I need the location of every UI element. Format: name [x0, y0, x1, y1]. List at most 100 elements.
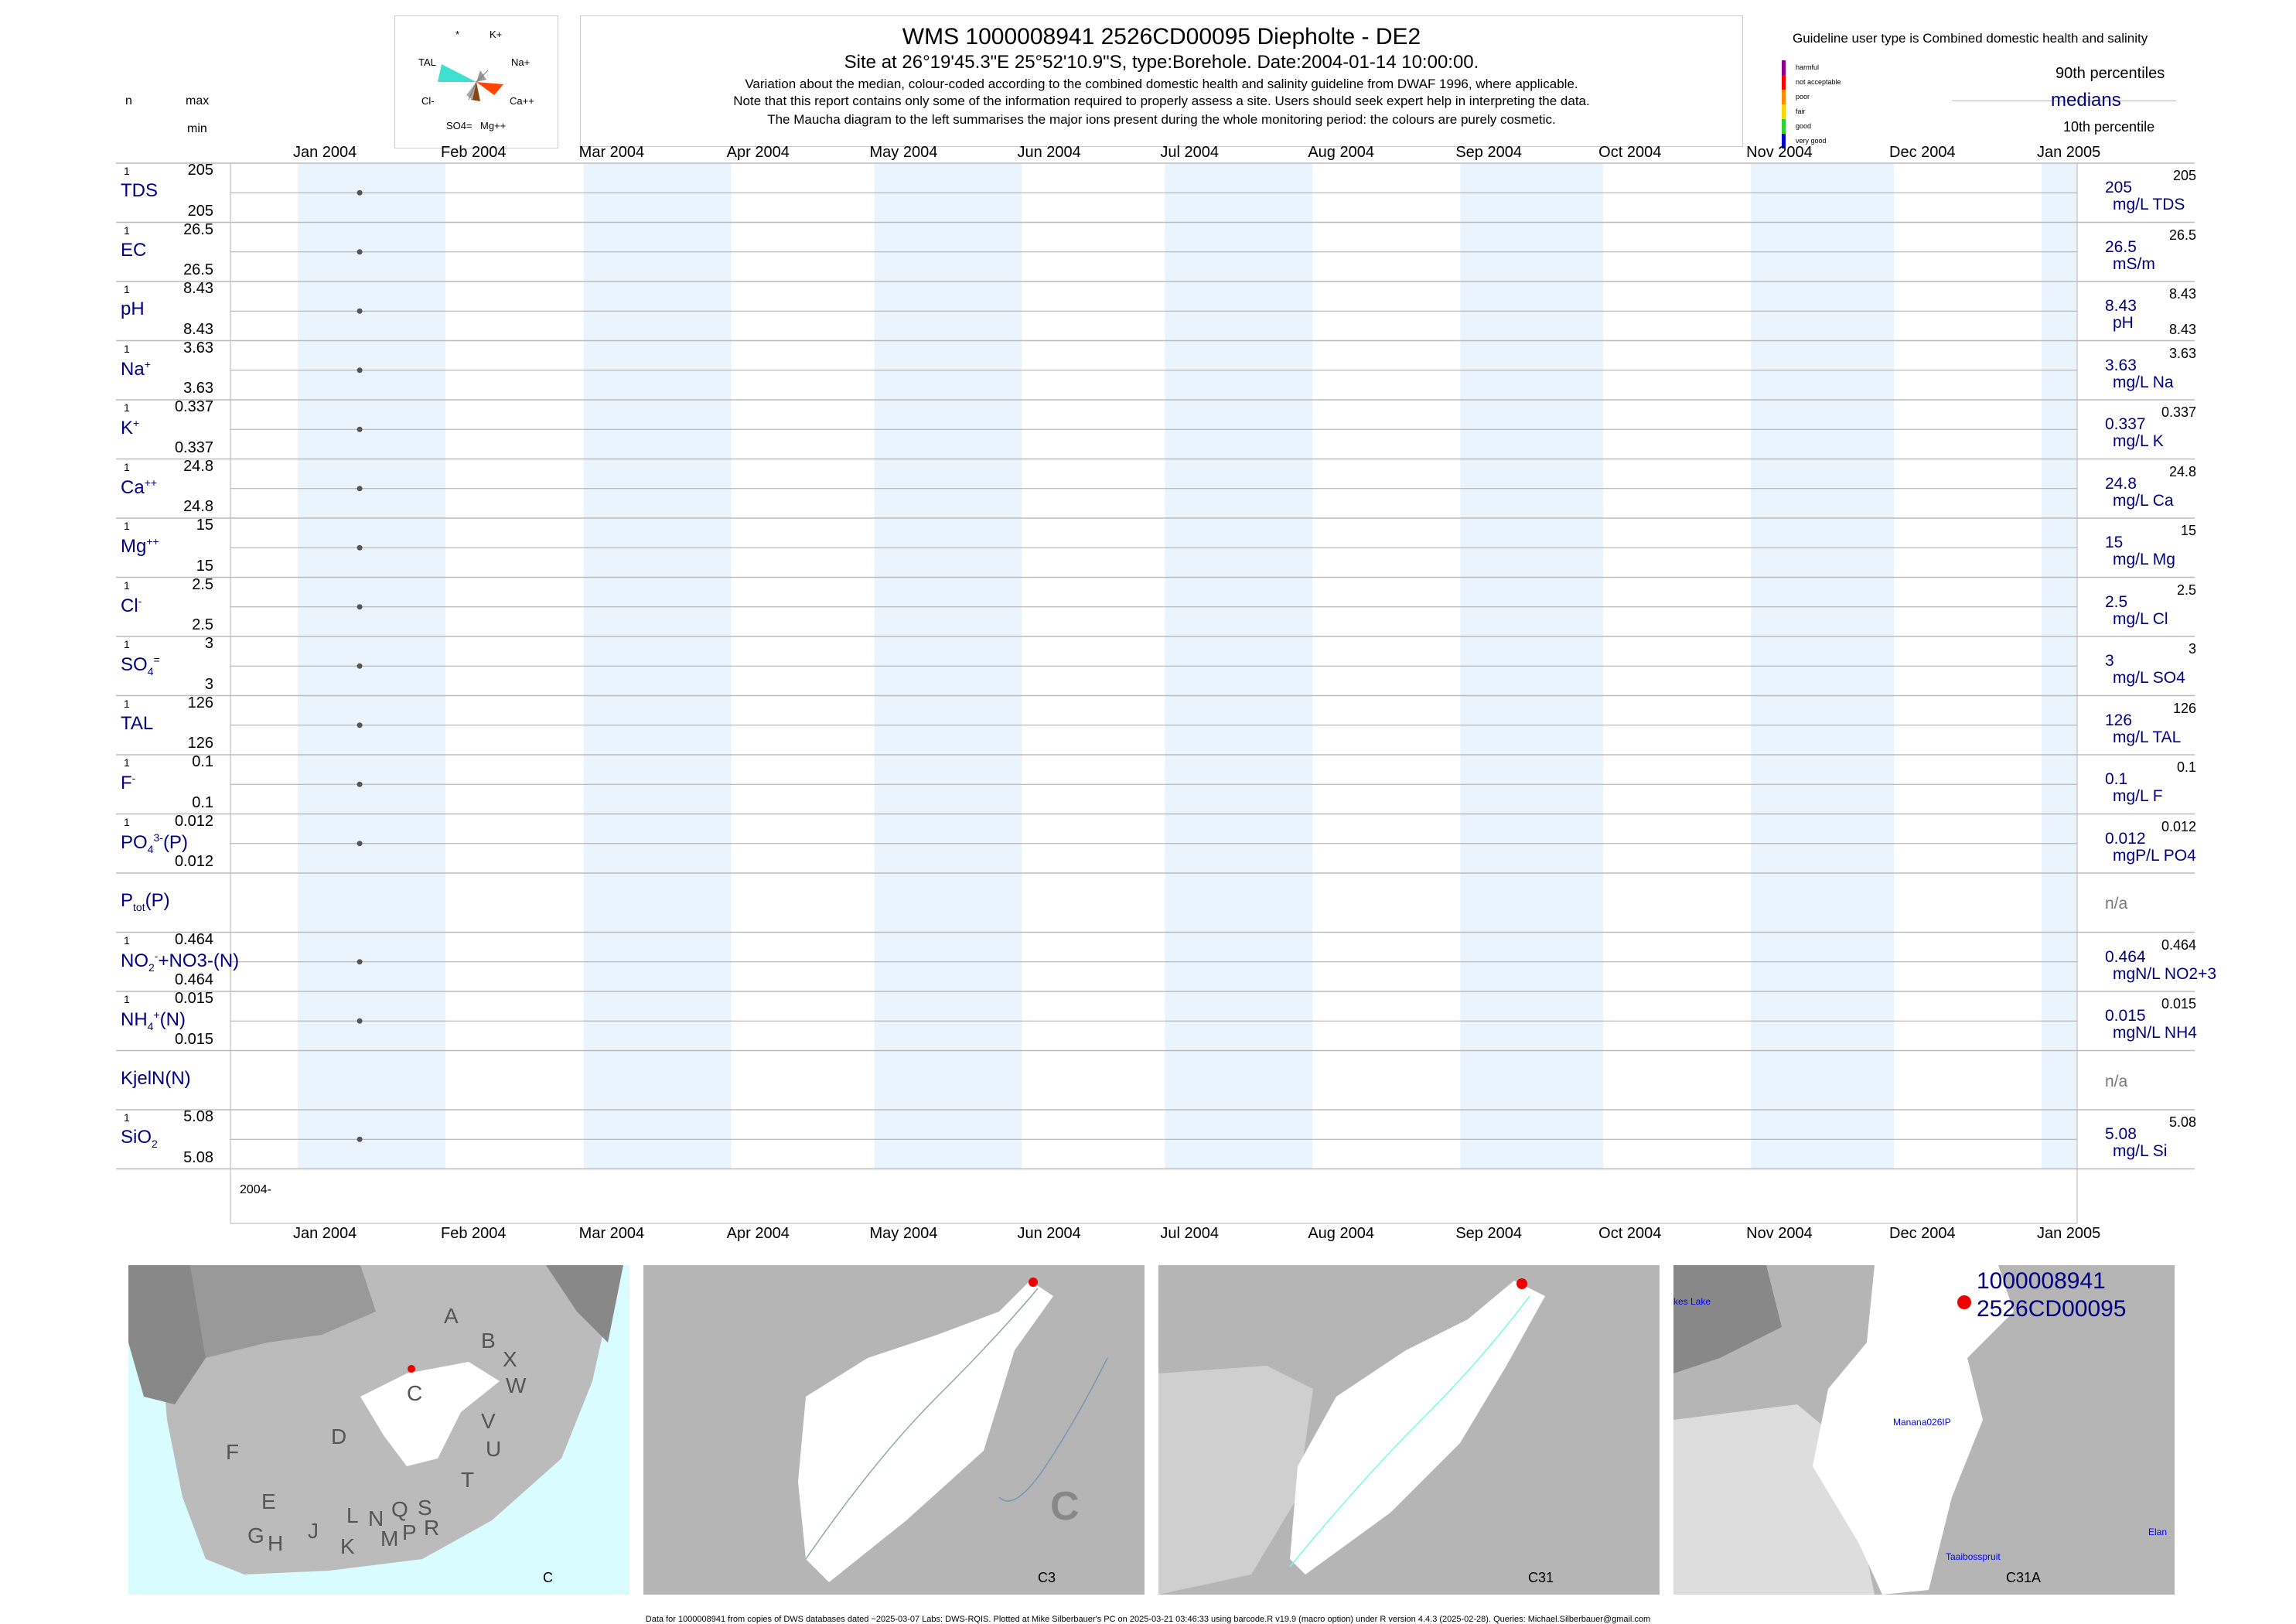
row-label-name: pH — [121, 299, 145, 319]
month-tick-label: Aug 2004 — [1308, 144, 1374, 161]
data-point — [357, 841, 363, 847]
row-label-sup: = — [153, 653, 160, 666]
month-tick-label: Jun 2004 — [1017, 144, 1081, 161]
row-median: 0.012 — [2105, 829, 2146, 848]
month-tick-label: Nov 2004 — [1746, 144, 1813, 161]
row-min: 26.5 — [183, 261, 213, 278]
maucha-segment-mg — [471, 82, 480, 101]
map-region-label: B — [481, 1329, 496, 1353]
month-tick-label: Nov 2004 — [1746, 1225, 1813, 1242]
month-tick-label: Dec 2004 — [1889, 144, 1956, 161]
row-label-name: TDS — [121, 180, 158, 201]
row-right-max: 0.464 — [2161, 937, 2196, 953]
row-unit: mgN/L NO2+3 — [2113, 964, 2217, 983]
row-median: 3 — [2105, 652, 2114, 670]
row-label: SO4= — [121, 653, 160, 677]
place-label: kes Lake — [1673, 1296, 1711, 1307]
map-region-label: J — [308, 1519, 319, 1543]
data-point — [357, 604, 363, 610]
month-tick-label: Sep 2004 — [1455, 1225, 1522, 1242]
title-box: WMS 1000008941 2526CD00095 Diepholte - D… — [580, 15, 1743, 147]
maucha-label: Na+ — [511, 56, 530, 68]
legend-color-swatch — [1782, 75, 1786, 90]
legend-category: good — [1796, 122, 1812, 130]
map-region-label: Q — [391, 1497, 408, 1521]
legend-category: harmful — [1796, 63, 1820, 71]
data-point — [357, 189, 363, 196]
maucha-diagram: * K+ Na+ Ca++ Mg++ SO4= Cl- TAL — [394, 15, 558, 148]
map4-site-code: 2526CD00095 — [1977, 1296, 2127, 1322]
maucha-label: TAL — [418, 56, 436, 68]
row-right-max: 0.337 — [2161, 404, 2196, 420]
row-label-name: PO — [121, 831, 148, 853]
botswana — [190, 1265, 376, 1358]
row-n: 1 — [124, 815, 130, 828]
row-label-sub: 4 — [147, 1019, 154, 1032]
legend-title: Guideline user type is Combined domestic… — [1793, 31, 2148, 46]
row-median: 0.015 — [2105, 1007, 2146, 1025]
row-label-suffix: (P) — [162, 831, 188, 853]
row-label-name: EC — [121, 239, 147, 261]
row-unit: mg/L TDS — [2113, 196, 2185, 213]
row-label-name: SO — [121, 654, 148, 675]
row-label-suffix: (N) — [159, 1009, 186, 1030]
row-right-max: 0.1 — [2176, 759, 2196, 775]
legend-p10: 10th percentile — [2063, 119, 2155, 135]
row-n: 1 — [124, 638, 130, 650]
row-max: 0.464 — [174, 930, 213, 948]
row-label-suffix: +NO3-(N) — [158, 950, 240, 971]
maucha-segment-ca — [476, 82, 503, 95]
row-label: Mg++ — [121, 535, 159, 558]
map-region-label: M — [380, 1527, 399, 1551]
row-min: 0.012 — [174, 853, 213, 870]
map2-label: C3 — [1038, 1570, 1056, 1585]
note-line-2: Note that this report contains only some… — [733, 94, 1590, 108]
row-unit: pH — [2113, 314, 2134, 332]
month-tick-label: Oct 2004 — [1598, 144, 1662, 161]
row-n: 1 — [124, 697, 130, 710]
data-point — [357, 1018, 363, 1024]
footer: Data for 1000008941 from copies of DWS d… — [645, 1615, 1651, 1624]
row-min: 5.08 — [183, 1148, 213, 1166]
catchment-c3 — [798, 1281, 1053, 1582]
row-min: 3 — [204, 675, 213, 693]
row-unit: mg/L Na — [2113, 373, 2174, 391]
river — [1289, 1295, 1530, 1568]
place-label: Manana026IP — [1893, 1417, 1951, 1428]
row-median: 15 — [2105, 534, 2124, 551]
row-label-suffix: (P) — [145, 890, 170, 911]
row-median: 0.464 — [2105, 947, 2146, 966]
row-right-max: 0.015 — [2161, 996, 2196, 1012]
row-label: Na+ — [121, 358, 151, 380]
river — [998, 1357, 1108, 1502]
year-label: 2004- — [240, 1183, 271, 1196]
row-right-max: 26.5 — [2168, 227, 2196, 243]
row-max: 205 — [187, 162, 213, 179]
data-point — [357, 663, 363, 669]
row-label-sup: + — [144, 357, 151, 370]
maucha-segment-so4 — [466, 82, 476, 100]
river — [805, 1288, 1039, 1560]
row-label-sub: 2 — [152, 1137, 158, 1150]
row-n: 1 — [124, 401, 130, 414]
map-region-label: D — [331, 1424, 347, 1448]
month-tick-label: Aug 2004 — [1308, 1225, 1374, 1242]
data-point — [357, 308, 363, 314]
site-marker — [1516, 1278, 1527, 1289]
row-unit: mS/m — [2113, 254, 2155, 273]
maucha-label: * — [455, 29, 459, 40]
place-label: Elan — [2148, 1527, 2168, 1537]
row-label-name: NH — [121, 1009, 148, 1030]
row-label-name: F — [121, 773, 132, 793]
row-min: 3.63 — [183, 380, 213, 397]
row-median: 0.337 — [2105, 415, 2146, 433]
map-region-label: T — [461, 1468, 475, 1492]
row-min: 0.464 — [174, 971, 213, 988]
legend-category: fair — [1796, 107, 1806, 115]
page-title: WMS 1000008941 2526CD00095 Diepholte - D… — [902, 24, 1421, 49]
row-label-name: K — [121, 418, 134, 438]
row-n: 1 — [124, 756, 130, 769]
row-na: n/a — [2105, 895, 2128, 913]
row-unit: mgN/L NH4 — [2113, 1024, 2197, 1042]
